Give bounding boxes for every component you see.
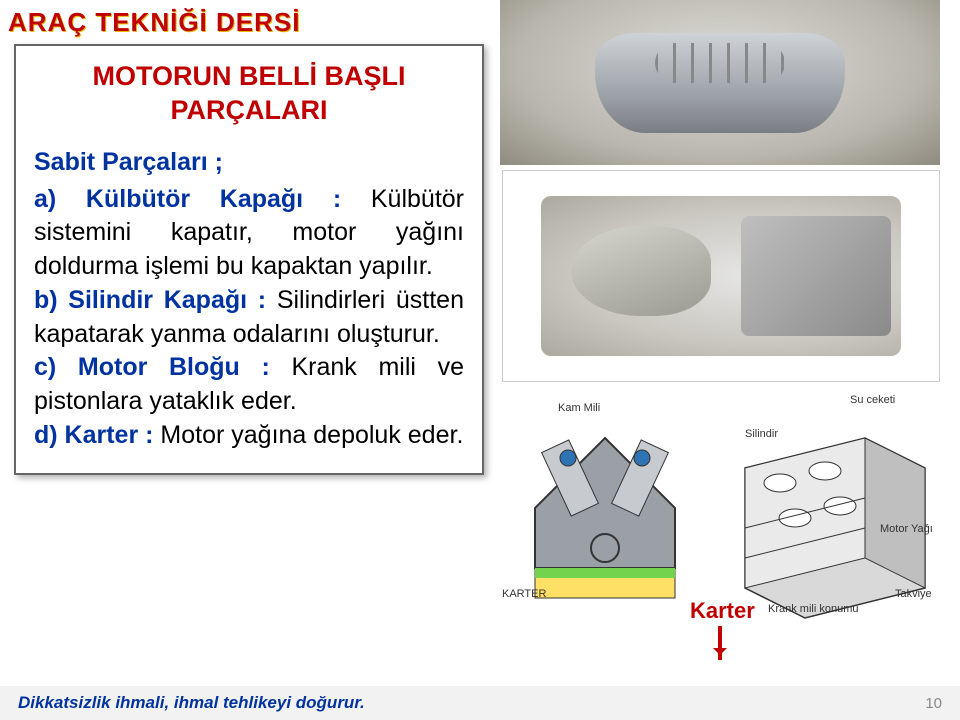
item-c-label: c) Motor Bloğu : bbox=[34, 353, 291, 381]
item-d: d) Karter : Motor yağına depoluk eder. bbox=[34, 419, 464, 453]
item-c: c) Motor Bloğu : Krank mili ve pistonlar… bbox=[34, 351, 464, 419]
karter-arrow-icon bbox=[718, 626, 722, 660]
item-b: b) Silindir Kapağı : Silindirleri üstten… bbox=[34, 284, 464, 352]
label-silindir: Silindir bbox=[745, 428, 778, 440]
label-karter-big: Karter bbox=[690, 598, 755, 624]
item-b-label: b) Silindir Kapağı : bbox=[34, 286, 277, 314]
item-a-label: a) Külbütör Kapağı : bbox=[34, 185, 371, 213]
page-footer: Dikkatsizlik ihmali, ihmal tehlikeyi doğ… bbox=[0, 686, 960, 720]
item-d-text: Motor yağına depoluk eder. bbox=[160, 421, 463, 449]
label-takviye: Takviye bbox=[895, 588, 932, 600]
label-kam-mili: Kam Mili bbox=[558, 402, 600, 414]
image-valve-cover bbox=[500, 0, 940, 165]
item-d-label: d) Karter : bbox=[34, 421, 160, 449]
title-line-1: MOTORUN BELLİ BAŞLI bbox=[93, 61, 406, 91]
label-krank-mili: Krank mili konumu bbox=[768, 603, 858, 615]
item-a: a) Külbütör Kapağı : Külbütör sistemini … bbox=[34, 183, 464, 284]
content-panel: MOTORUN BELLİ BAŞLI PARÇALARI Sabit Parç… bbox=[14, 44, 484, 475]
label-motor-yagi: Motor Yağı bbox=[880, 523, 933, 535]
footer-quote: Dikkatsizlik ihmali, ihmal tehlikeyi doğ… bbox=[18, 693, 365, 713]
rocker-shape bbox=[541, 196, 901, 356]
page-number: 10 bbox=[925, 695, 942, 712]
content-title: MOTORUN BELLİ BAŞLI PARÇALARI bbox=[34, 60, 464, 128]
label-karter-small: KARTER bbox=[502, 588, 546, 600]
title-line-2: PARÇALARI bbox=[171, 95, 328, 125]
image-rocker-assembly bbox=[502, 170, 940, 382]
course-title: ARAÇ TEKNİĞİ DERSİ bbox=[8, 7, 300, 38]
content-subtitle: Sabit Parçaları ; bbox=[34, 148, 464, 177]
image-engine-block-diagram: Kam Mili KARTER Su ceketi Silindir Motor… bbox=[500, 388, 940, 658]
label-su-ceketi: Su ceketi bbox=[850, 394, 895, 406]
valve-cover-shape bbox=[595, 33, 845, 133]
